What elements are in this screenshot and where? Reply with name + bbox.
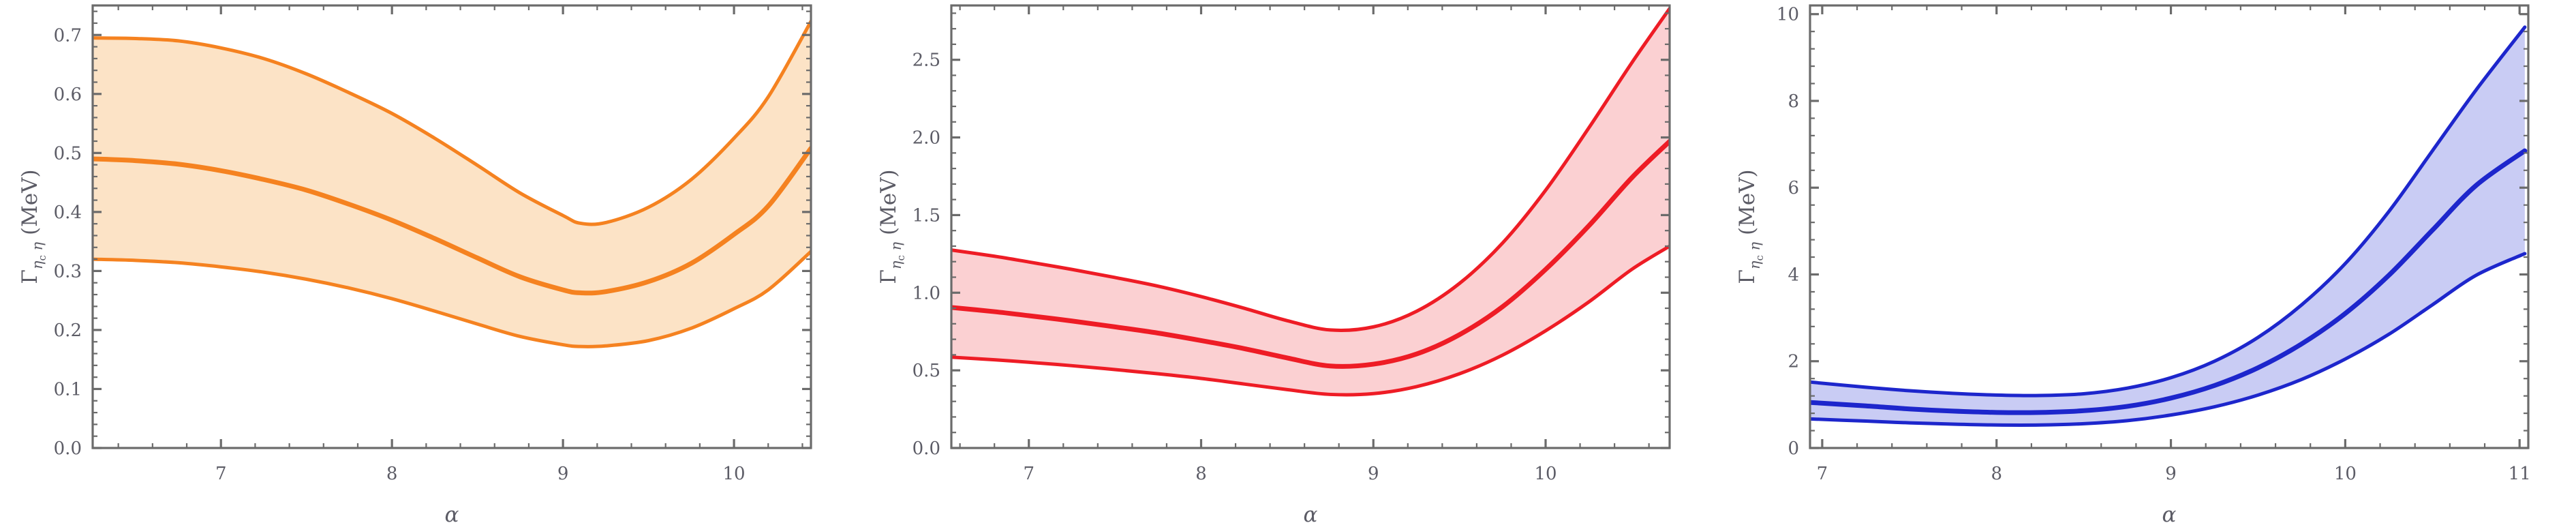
axis-ticks: 7 8 9 10 0.0 0.1 0.2 0.3 0.4 0.5 0.6 0.7 — [54, 5, 811, 484]
y-axis-title: Γηc η (MeV) — [876, 169, 907, 284]
panel-blue: 7 8 9 10 11 0 2 4 6 8 10 α Γηc η (MeV) — [1717, 0, 2576, 523]
plot-frame — [950, 4, 1671, 449]
plot-frame — [91, 4, 812, 449]
y-tick-label: 0.3 — [54, 261, 82, 282]
x-tick-label: 8 — [1195, 464, 1207, 484]
x-tick-label: 9 — [2165, 464, 2177, 484]
panel-blue-content: 7 8 9 10 11 0 2 4 6 8 10 α Γηc η (MeV) — [1735, 4, 2531, 523]
x-tick-label: 7 — [215, 464, 227, 484]
y-tick-label: 0.7 — [54, 25, 82, 46]
y-axis-title: Γηc η (MeV) — [18, 169, 48, 284]
y-tick-label: 0.1 — [54, 379, 82, 400]
y-tick-label: 1.5 — [913, 205, 940, 226]
x-tick-label: 7 — [1817, 464, 1828, 484]
central-curve — [93, 145, 811, 296]
panel-red-content: 7 8 9 10 0.0 0.5 1.0 1.5 2.0 2.5 α Γηc η (MeV) — [876, 4, 1671, 523]
y-tick-label: 0.2 — [54, 320, 82, 341]
axis-ticks: 7 8 9 10 11 0 2 4 6 8 10 — [1777, 5, 2531, 484]
y-tick-label: 4 — [1788, 265, 1799, 285]
panel-blue-plot: 7 8 9 10 11 0 2 4 6 8 10 α Γηc η (MeV) — [1735, 4, 2531, 523]
upper-bound-curve — [1810, 25, 2527, 398]
x-tick-label: 8 — [1991, 464, 2002, 484]
lower-bound-curve — [951, 244, 1670, 397]
y-tick-label: 0.5 — [54, 143, 82, 164]
y-tick-label: 8 — [1788, 91, 1799, 112]
x-axis-title: α — [1304, 503, 1318, 523]
central-curve — [1810, 148, 2528, 415]
uncertainty-band — [93, 21, 811, 347]
x-tick-label: 11 — [2509, 464, 2531, 484]
x-tick-label: 10 — [1534, 464, 1557, 484]
y-tick-label: 1.0 — [913, 283, 940, 303]
lower-bound-curve — [1810, 252, 2527, 427]
y-tick-label: 0.5 — [913, 361, 940, 381]
y-tick-label: 2.0 — [913, 128, 940, 149]
y-tick-label: 2 — [1788, 352, 1799, 372]
x-axis-title: α — [2162, 503, 2177, 523]
x-tick-label: 10 — [723, 464, 746, 484]
panel-red: 7 8 9 10 0.0 0.5 1.0 1.5 2.0 2.5 α Γηc η (MeV) — [859, 0, 1717, 523]
x-tick-label: 7 — [1023, 464, 1034, 484]
y-tick-label: 0.0 — [913, 438, 940, 459]
y-tick-label: 10 — [1777, 5, 1799, 25]
y-tick-label: 0.0 — [54, 438, 82, 459]
uncertainty-band — [951, 8, 1670, 395]
plot-area — [951, 7, 1670, 397]
svg-text:Γηc η (MeV): Γηc η (MeV) — [876, 169, 907, 284]
plot-area — [1810, 25, 2528, 427]
panel-red-plot: 7 8 9 10 0.0 0.5 1.0 1.5 2.0 2.5 α Γηc η (MeV) — [876, 4, 1671, 523]
x-tick-label: 9 — [557, 464, 569, 484]
panel-orange-plot: 7 8 9 10 0.0 0.1 0.2 0.3 0.4 0.5 0.6 0.7 α Γηc η (MeV… — [18, 4, 812, 523]
y-tick-label: 6 — [1788, 178, 1799, 198]
plot-area — [93, 19, 811, 348]
y-tick-label: 0.4 — [54, 203, 82, 223]
y-axis-title: Γηc η (MeV) — [1735, 169, 1766, 284]
plot-frame — [1809, 4, 2530, 449]
panel-orange-content: 7 8 9 10 0.0 0.1 0.2 0.3 0.4 0.5 0.6 0.7 α Γηc η (MeV… — [18, 4, 812, 523]
axis-ticks: 7 8 9 10 0.0 0.5 1.0 1.5 2.0 2.5 — [913, 5, 1670, 484]
x-tick-label: 8 — [386, 464, 398, 484]
upper-bound-curve — [93, 19, 811, 226]
upper-bound-curve — [951, 7, 1670, 332]
y-tick-label: 0 — [1788, 438, 1799, 459]
x-tick-label: 9 — [1368, 464, 1379, 484]
lower-bound-curve — [93, 250, 811, 348]
central-curve — [951, 138, 1670, 369]
x-axis-title: α — [445, 503, 459, 523]
svg-text:Γηc η (MeV): Γηc η (MeV) — [18, 169, 48, 284]
uncertainty-band — [1810, 27, 2525, 425]
x-tick-label: 10 — [2334, 464, 2357, 484]
panel-orange: 7 8 9 10 0.0 0.1 0.2 0.3 0.4 0.5 0.6 0.7 α Γηc η (MeV… — [0, 0, 859, 523]
svg-text:Γηc η (MeV): Γηc η (MeV) — [1735, 169, 1766, 284]
y-tick-label: 0.6 — [54, 85, 82, 105]
y-tick-label: 2.5 — [913, 50, 940, 71]
